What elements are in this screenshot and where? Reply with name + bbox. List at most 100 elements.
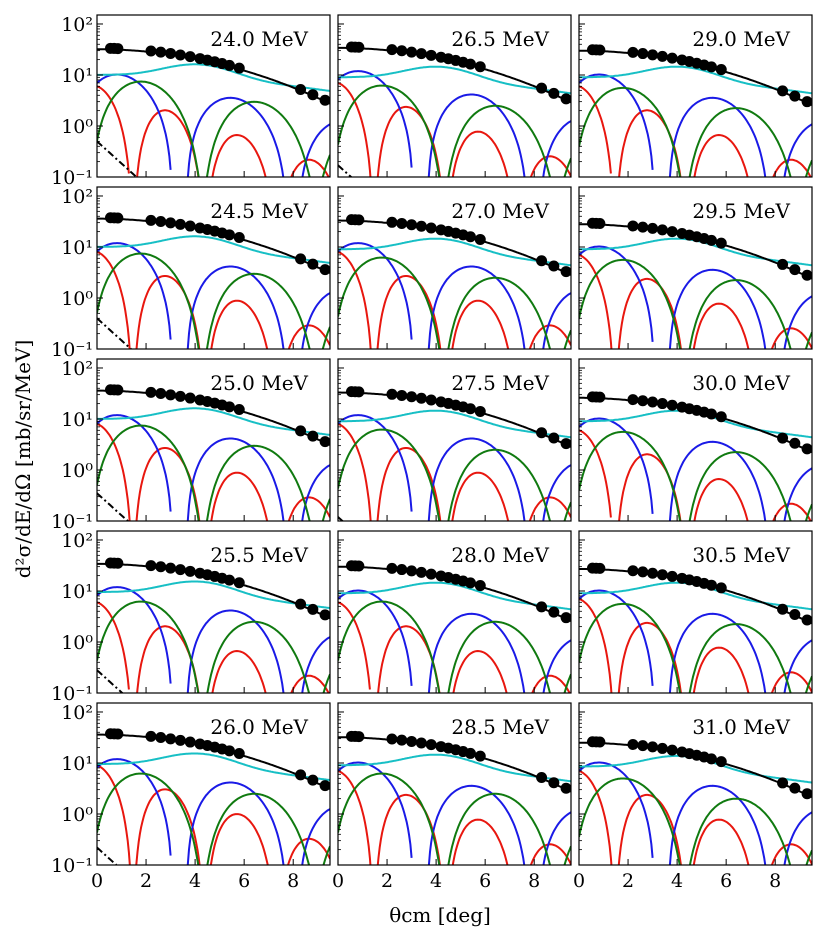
series-L2-curve <box>579 602 812 693</box>
series-L1-curve <box>97 586 330 693</box>
data-point <box>112 728 124 740</box>
data-point <box>425 222 437 234</box>
panel-4: 27.0 MeV <box>337 186 572 350</box>
panel-plot-area <box>338 730 571 865</box>
x-tick-label: 8 <box>769 870 781 892</box>
y-tick-label: 10² <box>61 14 93 36</box>
data-point <box>295 769 307 781</box>
series-L2-curve <box>338 772 571 865</box>
panel-2: 29.0 MeV <box>578 14 813 178</box>
data-point <box>474 61 486 73</box>
data-point <box>715 411 727 423</box>
data-point <box>594 391 606 403</box>
data-point <box>666 226 678 238</box>
y-tick-label: 10⁰ <box>61 116 93 138</box>
y-tick-label: 10⁻¹ <box>51 511 93 533</box>
data-point <box>647 567 659 579</box>
series-L3-curve <box>338 65 571 95</box>
series-L0-curve <box>579 597 812 693</box>
data-point <box>705 753 717 765</box>
series-L3-curve <box>97 235 330 264</box>
panel-0: 10⁻¹ 10⁰ 10¹ 10² 24.0 MeV <box>51 14 331 189</box>
data-point <box>165 47 177 59</box>
panel-energy-label: 30.0 MeV <box>692 371 790 395</box>
data-point <box>801 269 812 281</box>
data-point <box>637 740 649 752</box>
data-point <box>307 430 319 442</box>
data-point <box>425 394 437 406</box>
data-point <box>223 745 235 757</box>
panel-energy-label: 28.0 MeV <box>451 543 549 567</box>
data-point <box>637 395 649 407</box>
series-L3-curve <box>338 753 571 783</box>
data-point <box>353 386 365 398</box>
data-point <box>295 425 307 437</box>
data-point <box>406 391 418 403</box>
data-point <box>184 220 196 232</box>
data-point <box>184 736 196 748</box>
panel-7: 27.5 MeV <box>337 358 572 522</box>
data-point <box>647 396 659 408</box>
series-L3-curve <box>338 237 571 267</box>
series-L0-curve <box>579 429 812 521</box>
data-point <box>155 561 167 573</box>
data-point <box>647 49 659 61</box>
data-point <box>777 85 789 97</box>
x-axis-label: θcm [deg] <box>389 903 491 927</box>
data-point <box>637 48 649 60</box>
data-point <box>319 780 330 792</box>
series-L1-curve <box>97 73 330 177</box>
series-L2-curve <box>338 600 571 693</box>
y-tick-label: 10⁻¹ <box>51 855 93 877</box>
data-point <box>165 389 177 401</box>
data-point <box>112 384 124 396</box>
panel-6: 10⁻¹ 10⁰ 10¹ 10² 25.0 MeV <box>51 358 331 533</box>
series-L1-curve <box>579 73 812 177</box>
data-point <box>789 437 801 449</box>
data-point <box>536 427 548 439</box>
data-point <box>406 735 418 747</box>
data-point <box>715 582 727 594</box>
panel-plot-area <box>97 384 330 521</box>
series-L1-curve <box>579 589 812 693</box>
x-tick-label: 0 <box>573 870 585 892</box>
y-tick-label: 10² <box>61 186 93 208</box>
data-point <box>174 564 186 576</box>
data-point <box>406 46 418 58</box>
data-point <box>705 408 717 420</box>
x-tick-label: 0 <box>91 870 103 892</box>
data-point <box>415 48 427 60</box>
data-point <box>386 216 398 228</box>
data-point <box>464 231 476 243</box>
panel-plot-area <box>579 217 812 349</box>
data-point <box>656 224 668 236</box>
series-L1-curve <box>97 758 330 865</box>
series-L2-curve <box>579 258 812 349</box>
data-point <box>145 45 157 57</box>
data-point <box>656 398 668 410</box>
data-point <box>319 609 330 621</box>
data-point <box>425 568 437 580</box>
series-L2-curve <box>97 772 330 865</box>
data-point <box>715 64 727 76</box>
data-point <box>777 258 789 270</box>
data-point <box>474 750 486 762</box>
y-tick-label: 10⁻¹ <box>51 683 93 705</box>
data-point <box>165 562 177 574</box>
series-L1-curve <box>338 589 571 693</box>
data-point <box>777 432 789 444</box>
panel-frame <box>578 358 813 522</box>
data-point <box>801 614 812 626</box>
data-point <box>386 388 398 400</box>
data-point <box>307 89 319 101</box>
series-L2-curve <box>579 430 812 521</box>
y-tick-label: 10⁰ <box>61 632 93 654</box>
data-point <box>155 46 167 58</box>
data-point <box>789 782 801 794</box>
dashdot-curve <box>97 317 133 349</box>
y-tick-label: 10¹ <box>61 581 93 603</box>
series-L3-curve <box>97 752 330 782</box>
data-point <box>560 93 571 105</box>
data-point <box>560 266 571 278</box>
data-point <box>386 562 398 574</box>
